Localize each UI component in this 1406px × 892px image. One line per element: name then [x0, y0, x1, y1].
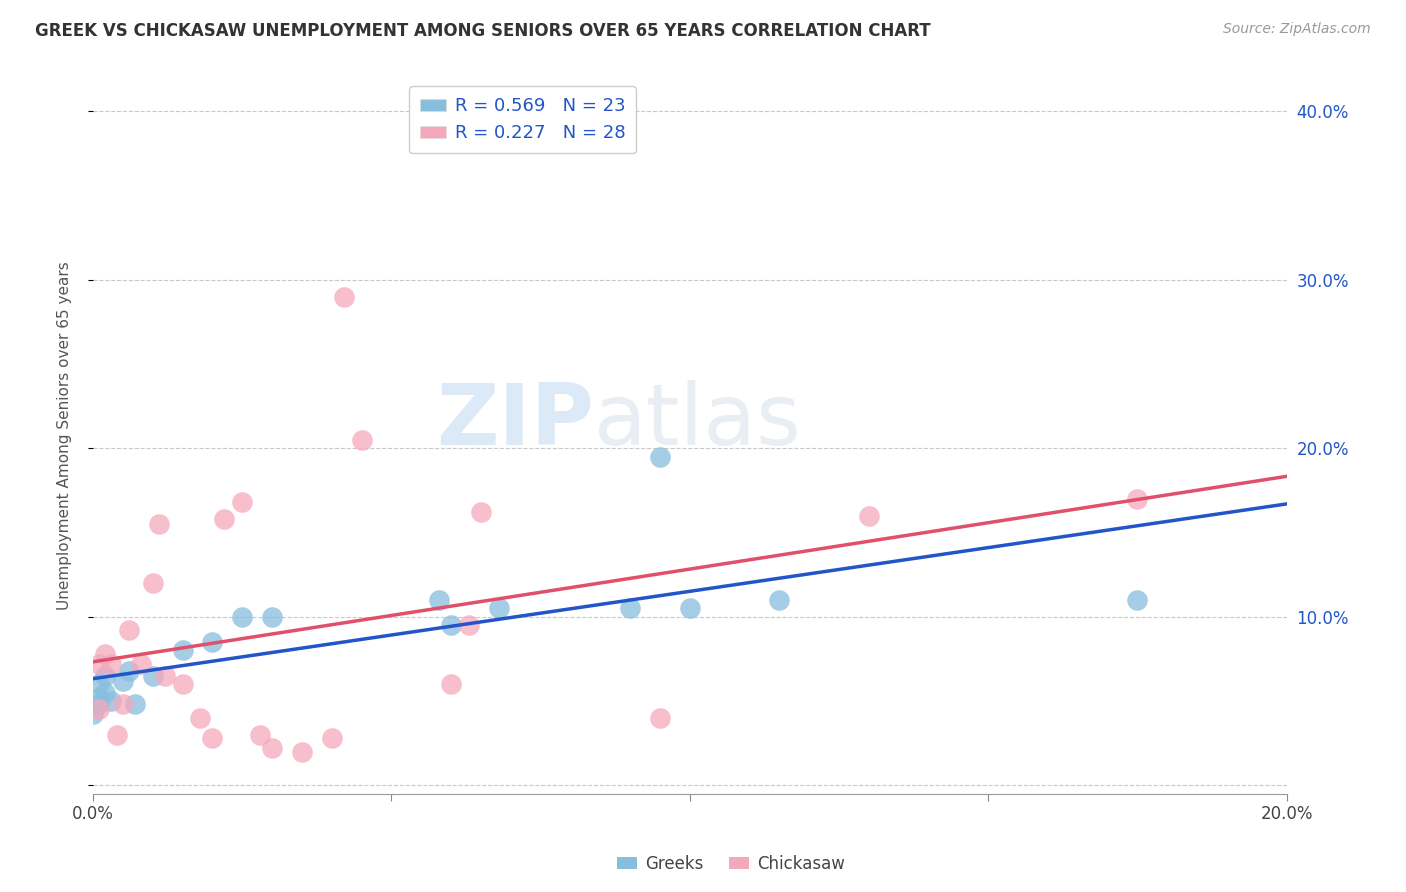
Point: [350, 433, 373, 447]
Point: [111, 673, 134, 688]
Point: [118, 624, 141, 638]
Point: [124, 698, 146, 712]
Point: [858, 508, 880, 523]
Text: ZIP: ZIP: [437, 380, 595, 463]
Point: [87, 657, 110, 671]
Point: [87, 690, 110, 705]
Point: [94, 647, 117, 661]
Point: [129, 657, 152, 671]
Point: [249, 728, 271, 742]
Legend: R = 0.569   N = 23, R = 0.227   N = 28: R = 0.569 N = 23, R = 0.227 N = 28: [409, 87, 636, 153]
Point: [82, 707, 104, 722]
Point: [291, 745, 314, 759]
Point: [679, 601, 702, 615]
Point: [1126, 491, 1149, 506]
Point: [648, 450, 671, 464]
Point: [87, 677, 110, 691]
Point: [321, 731, 343, 745]
Point: [470, 505, 492, 519]
Text: GREEK VS CHICKASAW UNEMPLOYMENT AMONG SENIORS OVER 65 YEARS CORRELATION CHART: GREEK VS CHICKASAW UNEMPLOYMENT AMONG SE…: [35, 22, 931, 40]
Y-axis label: Unemployment Among Seniors over 65 years: Unemployment Among Seniors over 65 years: [58, 261, 72, 610]
Point: [172, 677, 194, 691]
Point: [118, 664, 141, 678]
Text: Source: ZipAtlas.com: Source: ZipAtlas.com: [1223, 22, 1371, 37]
Point: [332, 289, 354, 303]
Point: [648, 711, 671, 725]
Point: [231, 495, 253, 509]
Point: [142, 576, 165, 591]
Point: [488, 601, 510, 615]
Point: [440, 677, 463, 691]
Point: [201, 635, 224, 649]
Point: [94, 669, 117, 683]
Point: [440, 618, 463, 632]
Point: [105, 728, 128, 742]
Point: [260, 609, 283, 624]
Point: [100, 694, 122, 708]
Point: [142, 669, 165, 683]
Point: [427, 592, 450, 607]
Point: [172, 643, 194, 657]
Point: [260, 741, 283, 756]
Point: [153, 669, 176, 683]
Point: [619, 601, 641, 615]
Point: [1126, 592, 1149, 607]
Point: [458, 618, 481, 632]
Text: atlas: atlas: [595, 380, 803, 463]
Point: [148, 516, 170, 531]
Point: [190, 711, 212, 725]
Point: [87, 702, 110, 716]
Point: [231, 609, 253, 624]
Legend: Greeks, Chickasaw: Greeks, Chickasaw: [610, 848, 852, 880]
Point: [87, 698, 110, 712]
Point: [214, 512, 236, 526]
Point: [201, 731, 224, 745]
Point: [100, 657, 122, 671]
Point: [768, 592, 790, 607]
Point: [111, 698, 134, 712]
Point: [94, 685, 117, 699]
